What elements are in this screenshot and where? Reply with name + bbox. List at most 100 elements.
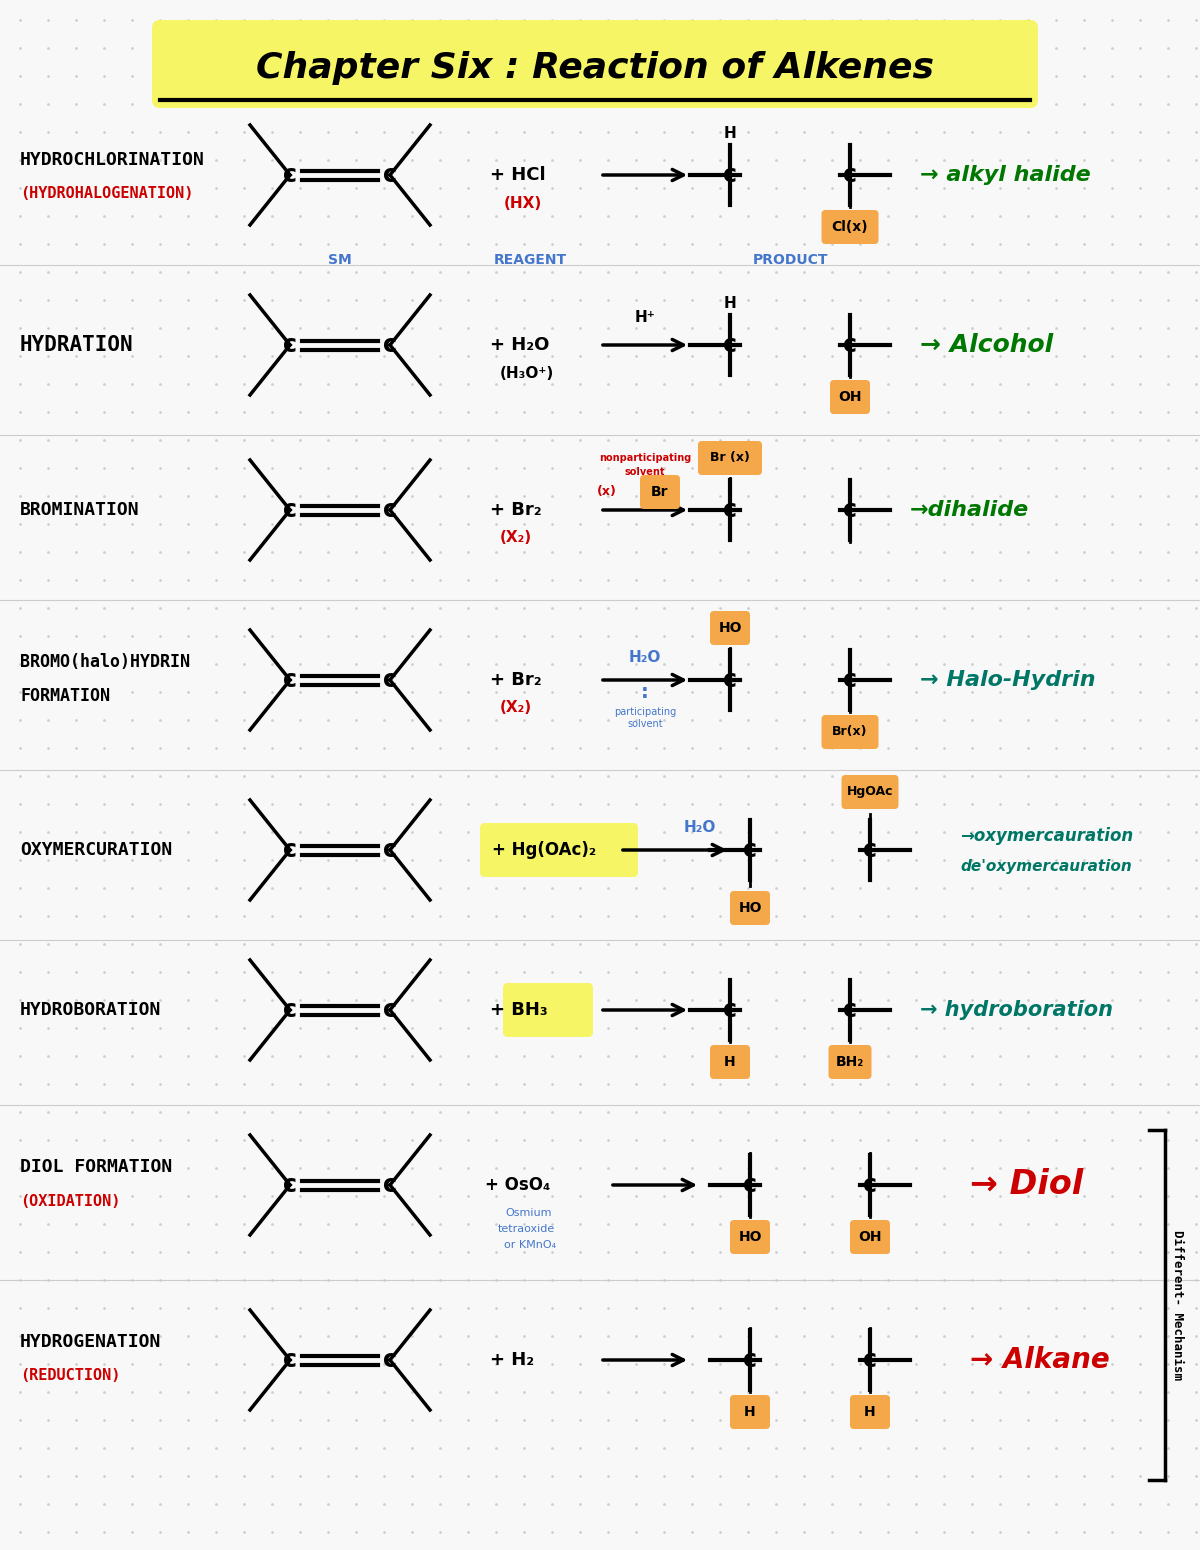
Text: (x): (x) [598,485,617,499]
Text: c: c [743,1173,757,1197]
FancyBboxPatch shape [698,442,762,474]
Text: c: c [383,998,397,1021]
Text: c: c [383,668,397,691]
Text: + HCl: + HCl [490,166,546,184]
Text: H: H [724,296,737,310]
Text: + H₂: + H₂ [490,1352,534,1369]
FancyBboxPatch shape [710,611,750,645]
Text: c: c [722,333,737,356]
FancyBboxPatch shape [841,775,899,809]
Text: c: c [383,163,397,188]
Text: H⁺: H⁺ [635,310,655,324]
Text: c: c [722,998,737,1021]
Text: c: c [383,1173,397,1197]
Text: → Halo-Hydrin: → Halo-Hydrin [920,670,1096,690]
Text: + OsO₄: + OsO₄ [485,1176,551,1194]
FancyBboxPatch shape [710,1045,750,1079]
Text: c: c [842,333,857,356]
Text: H: H [724,126,737,141]
Text: SM: SM [328,253,352,267]
Text: c: c [722,163,737,188]
Text: c: c [863,839,877,862]
Text: c: c [283,668,298,691]
Text: Chapter Six : Reaction of Alkenes: Chapter Six : Reaction of Alkenes [256,51,934,85]
Text: PRODUCT: PRODUCT [752,253,828,267]
Text: Br(x): Br(x) [833,725,868,738]
Text: c: c [863,1173,877,1197]
Text: c: c [383,498,397,522]
Text: (H₃O⁺): (H₃O⁺) [500,366,554,380]
Text: (HX): (HX) [504,195,542,211]
Text: c: c [283,1173,298,1197]
Text: c: c [722,498,737,522]
Text: Br (x): Br (x) [710,451,750,465]
Text: (REDUCTION): (REDUCTION) [20,1369,120,1384]
FancyBboxPatch shape [730,891,770,925]
Text: H: H [724,1056,736,1070]
Text: c: c [842,498,857,522]
Text: → hydroboration: → hydroboration [920,1000,1114,1020]
Text: (HYDROHALOGENATION): (HYDROHALOGENATION) [20,186,193,200]
Text: c: c [863,1348,877,1372]
Text: →dihalide: →dihalide [910,501,1030,519]
Text: Cl(x): Cl(x) [832,220,869,234]
FancyBboxPatch shape [850,1395,890,1429]
FancyBboxPatch shape [830,380,870,414]
Text: HYDROBORATION: HYDROBORATION [20,1001,161,1018]
FancyBboxPatch shape [640,474,680,508]
Text: HO: HO [738,1231,762,1245]
Text: Different- Mechanism: Different- Mechanism [1170,1231,1183,1380]
Text: (X₂): (X₂) [500,530,532,546]
Text: H: H [864,1404,876,1418]
Text: + Hg(OAc)₂: + Hg(OAc)₂ [492,842,596,859]
Text: :: : [641,682,649,702]
Text: FORMATION: FORMATION [20,687,110,705]
Text: → Alcohol: → Alcohol [920,333,1054,356]
Text: nonparticipating: nonparticipating [599,453,691,463]
Text: c: c [842,998,857,1021]
Text: H: H [744,1404,756,1418]
Text: HYDROGENATION: HYDROGENATION [20,1333,161,1352]
Text: HYDROCHLORINATION: HYDROCHLORINATION [20,150,205,169]
FancyBboxPatch shape [480,823,638,877]
FancyBboxPatch shape [822,715,878,749]
Text: c: c [842,163,857,188]
FancyBboxPatch shape [152,20,1038,108]
Text: + BH₃: + BH₃ [490,1001,547,1018]
Text: c: c [743,839,757,862]
Text: + Br₂: + Br₂ [490,501,541,519]
FancyBboxPatch shape [822,209,878,243]
Text: → Alkane: → Alkane [970,1345,1110,1373]
Text: REAGENT: REAGENT [493,253,566,267]
Text: OXYMERCURATION: OXYMERCURATION [20,842,173,859]
Text: → Diol: → Diol [970,1169,1084,1201]
Text: solvent: solvent [625,467,665,477]
Text: (X₂): (X₂) [500,701,532,716]
Text: OH: OH [839,391,862,405]
Text: BROMINATION: BROMINATION [20,501,139,519]
Text: H₂O: H₂O [684,820,716,835]
Text: c: c [283,998,298,1021]
Text: BH₂: BH₂ [836,1056,864,1070]
Text: c: c [842,668,857,691]
Text: DIOL FORMATION: DIOL FORMATION [20,1158,173,1176]
Text: c: c [283,1348,298,1372]
Text: HO: HO [738,901,762,914]
Text: c: c [743,1348,757,1372]
Text: c: c [283,163,298,188]
Text: c: c [383,333,397,356]
Text: BROMO(halo)HYDRIN: BROMO(halo)HYDRIN [20,653,190,671]
Text: c: c [383,839,397,862]
Text: HgOAc: HgOAc [847,786,893,798]
Text: de'oxymercauration: de'oxymercauration [960,859,1132,874]
Text: c: c [283,333,298,356]
Text: c: c [283,498,298,522]
FancyBboxPatch shape [503,983,593,1037]
Text: tetraoxide: tetraoxide [498,1224,556,1234]
Text: c: c [383,1348,397,1372]
Text: Br: Br [652,485,668,499]
Text: HYDRATION: HYDRATION [20,335,133,355]
FancyBboxPatch shape [730,1395,770,1429]
Text: c: c [283,839,298,862]
Text: c: c [722,668,737,691]
